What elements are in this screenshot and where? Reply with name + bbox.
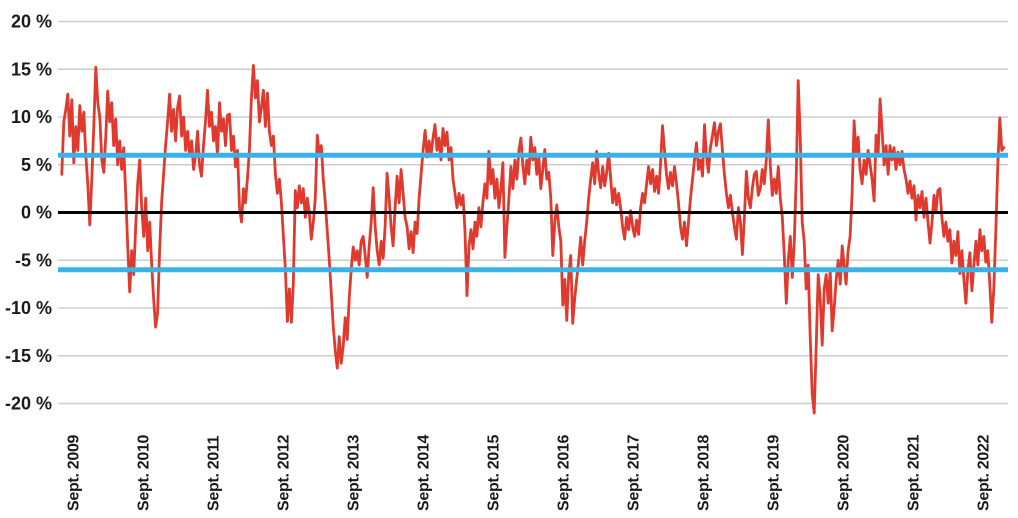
y-tick-label: -10 % <box>5 298 52 318</box>
x-tick-label: Sept. 2016 <box>555 434 572 511</box>
x-tick-label: Sept. 2019 <box>765 434 782 511</box>
x-tick-label: Sept. 2021 <box>905 434 922 511</box>
y-tick-label: -5 % <box>15 250 52 270</box>
x-tick-label: Sept. 2022 <box>975 434 992 511</box>
x-tick-label: Sept. 2017 <box>625 434 642 511</box>
x-tick-label: Sept. 2015 <box>485 434 502 511</box>
y-tick-label: 10 % <box>11 107 52 127</box>
y-tick-label: 0 % <box>21 203 52 223</box>
data-series-path <box>60 64 1006 415</box>
x-tick-label: Sept. 2020 <box>835 434 852 511</box>
x-tick-label: Sept. 2013 <box>345 434 362 511</box>
y-axis-labels: 20 % 15 % 10 % 5 % 0 % -5 % -10 % -15 % -20 % <box>5 12 52 414</box>
y-tick-label: -15 % <box>5 346 52 366</box>
x-tick-label: Sept. 2010 <box>136 434 153 511</box>
x-tick-label: Sept. 2018 <box>695 434 712 511</box>
y-tick-label: 5 % <box>21 155 52 175</box>
x-tick-label: Sept. 2009 <box>66 434 83 511</box>
y-tick-label: 20 % <box>11 12 52 32</box>
reference-lines <box>58 152 1008 273</box>
x-tick-label: Sept. 2012 <box>275 434 292 511</box>
x-axis-labels: Sept. 2009 Sept. 2010 Sept. 2011 Sept. 2012… <box>66 434 993 511</box>
series-line <box>60 64 1006 415</box>
x-tick-label: Sept. 2011 <box>206 435 223 511</box>
x-tick-label: Sept. 2014 <box>415 434 432 511</box>
y-tick-label: -20 % <box>5 394 52 414</box>
y-tick-label: 15 % <box>11 59 52 79</box>
